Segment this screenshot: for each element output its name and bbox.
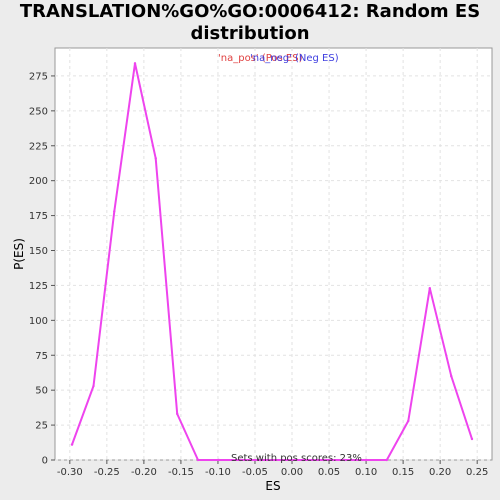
annotation-pos-scores: Sets with pos scores: 23% bbox=[231, 453, 362, 464]
y-tick-label: 100 bbox=[29, 316, 48, 327]
data-point bbox=[407, 419, 410, 423]
y-tick-label: 75 bbox=[35, 351, 48, 362]
x-axis-label: ES bbox=[265, 479, 280, 493]
x-tick-label: -0.25 bbox=[94, 467, 120, 478]
x-tick-label: 0.25 bbox=[466, 467, 488, 478]
data-point bbox=[133, 62, 137, 65]
data-point bbox=[196, 458, 200, 462]
plot-area bbox=[54, 47, 493, 461]
legend-label-neg: 'na_neg' (Neg ES) bbox=[250, 53, 339, 64]
y-tick-label: 225 bbox=[29, 141, 48, 152]
data-point bbox=[176, 412, 179, 416]
data-point bbox=[70, 443, 74, 446]
data-point bbox=[301, 458, 305, 462]
chart-title: TRANSLATION%GO%GO:0006412: Random ES dis… bbox=[0, 1, 500, 45]
data-point bbox=[385, 458, 389, 462]
x-tick-label: -0.10 bbox=[205, 467, 231, 478]
x-tick-label: -0.05 bbox=[242, 467, 268, 478]
data-point bbox=[280, 458, 283, 462]
y-tick-label: 125 bbox=[29, 281, 48, 292]
data-point bbox=[154, 157, 157, 160]
x-tick-label: -0.15 bbox=[168, 467, 194, 478]
x-tick-label: -0.30 bbox=[57, 467, 83, 478]
axis-ticks: -0.30 -0.25 -0.20 -0.15 -0.10 -0.05 0.00 0.05 0.… bbox=[29, 71, 488, 478]
data-point bbox=[428, 287, 431, 290]
chart-title-line-1: TRANSLATION%GO%GO:0006412: Random ES bbox=[19, 1, 481, 22]
data-point bbox=[113, 210, 116, 213]
y-tick-label: 200 bbox=[29, 176, 48, 187]
y-tick-label: 275 bbox=[29, 71, 48, 82]
data-point bbox=[364, 458, 368, 462]
data-point bbox=[450, 375, 453, 378]
y-tick-label: 150 bbox=[29, 246, 48, 257]
series-line bbox=[71, 62, 473, 461]
data-point bbox=[470, 437, 474, 441]
chart-title-line-2: distribution bbox=[190, 23, 310, 44]
grid-lines bbox=[55, 48, 492, 461]
y-tick-label: 25 bbox=[35, 421, 48, 432]
data-point bbox=[92, 384, 95, 388]
y-tick-label: 0 bbox=[42, 456, 48, 467]
data-point bbox=[259, 458, 263, 462]
data-point bbox=[343, 458, 346, 462]
y-tick-label: 50 bbox=[35, 386, 48, 397]
x-tick-label: 0.05 bbox=[318, 467, 340, 478]
x-tick-label: 0.20 bbox=[429, 467, 451, 478]
y-tick-label: 250 bbox=[29, 106, 48, 117]
legend-label-pos: 'na_pos' (Pos ES) bbox=[218, 53, 303, 64]
y-axis-label: P(ES) bbox=[12, 238, 26, 270]
x-tick-label: 0.15 bbox=[392, 467, 414, 478]
data-point bbox=[238, 458, 242, 462]
x-tick-label: 0.00 bbox=[281, 467, 303, 478]
y-tick-label: 175 bbox=[29, 211, 48, 222]
data-point bbox=[322, 458, 326, 462]
data-point bbox=[217, 458, 220, 462]
series-layer bbox=[70, 62, 474, 462]
x-tick-label: -0.20 bbox=[131, 467, 157, 478]
x-tick-label: 0.10 bbox=[355, 467, 377, 478]
